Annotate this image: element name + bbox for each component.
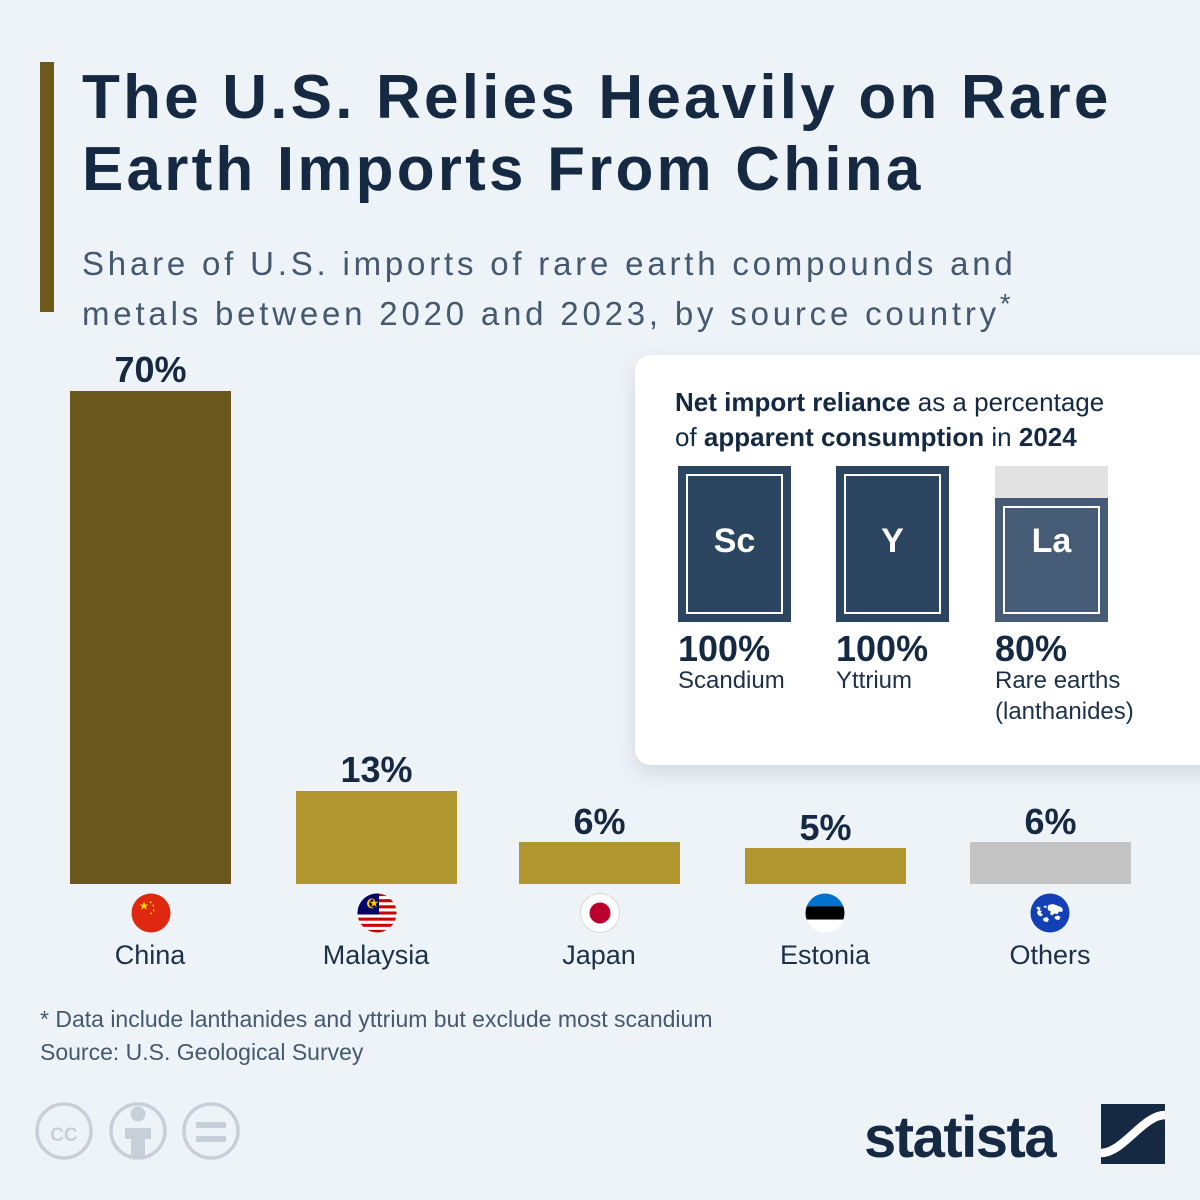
svg-text:CC: CC — [50, 1125, 78, 1146]
